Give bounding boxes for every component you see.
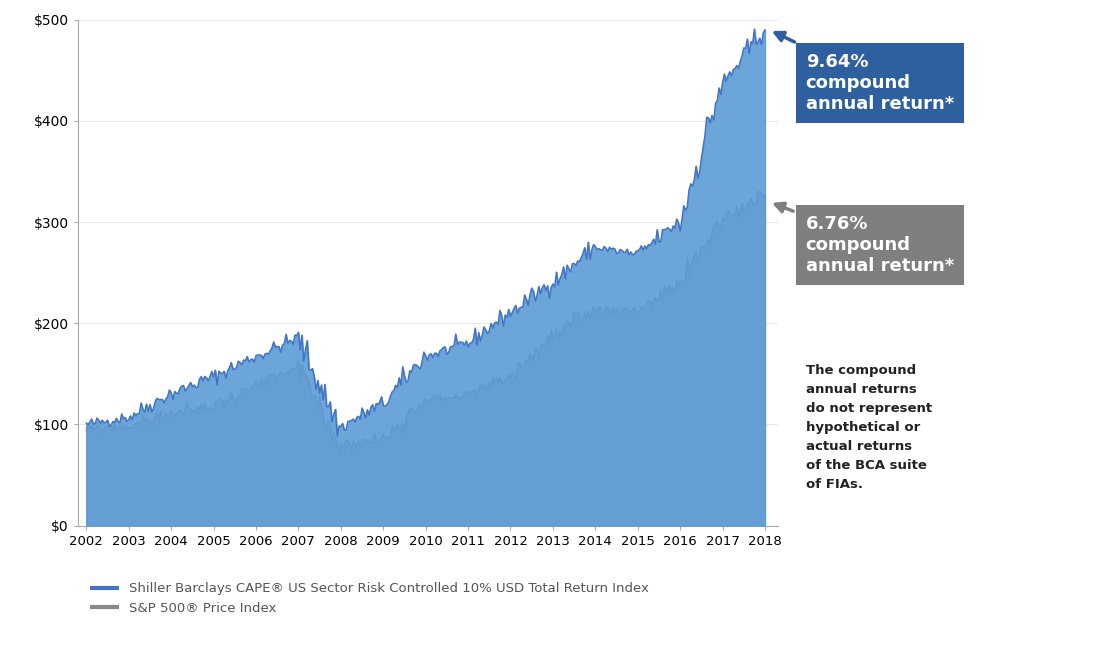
Text: 9.64%
compound
annual return*: 9.64% compound annual return* <box>775 33 954 113</box>
Legend: Shiller Barclays CAPE® US Sector Risk Controlled 10% USD Total Return Index, S&P: Shiller Barclays CAPE® US Sector Risk Co… <box>84 577 654 620</box>
Text: The compound
annual returns
do not represent
hypothetical or
actual returns
of t: The compound annual returns do not repre… <box>805 364 932 491</box>
Text: 6.76%
compound
annual return*: 6.76% compound annual return* <box>775 203 954 275</box>
